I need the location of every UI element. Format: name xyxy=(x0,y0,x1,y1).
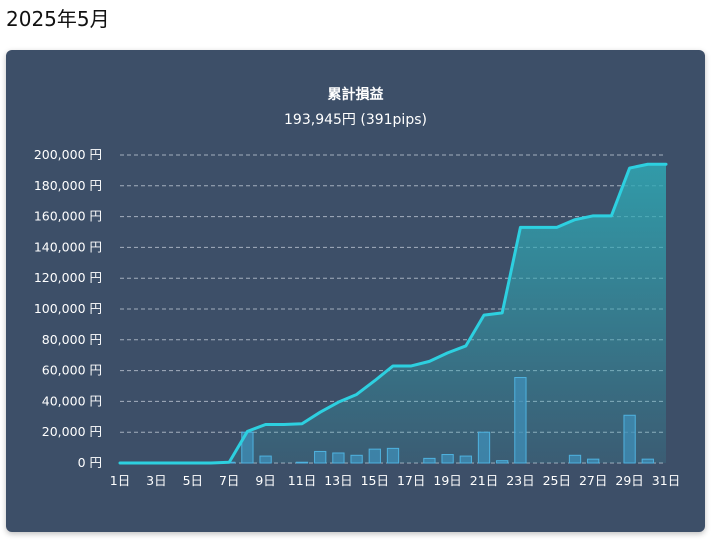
chart-title: 累計損益 xyxy=(327,87,384,103)
y-tick-label: 80,000 円 xyxy=(42,332,102,347)
y-tick-label: 0 円 xyxy=(78,455,102,470)
y-tick-label: 140,000 円 xyxy=(34,239,102,254)
cumulative-line-path xyxy=(118,162,668,465)
daily-bar xyxy=(477,431,491,464)
daily-bar xyxy=(350,454,363,464)
y-tick-label: 200,000 円 xyxy=(34,147,102,162)
x-tick-label: 15日 xyxy=(361,473,389,488)
x-axis-tick-labels: 1日 3日 5日 7日 9日 11日 13日 15日 17日 19日 21日 23日 25日 27日 29日… xyxy=(110,473,680,488)
x-tick-label: 23日 xyxy=(506,473,534,488)
chart-subtitle: 193,945円 (391pips) xyxy=(284,112,427,128)
y-tick-label: 20,000 円 xyxy=(42,424,102,439)
y-tick-label: 100,000 円 xyxy=(34,301,102,316)
cumulative-area-fill xyxy=(120,164,666,463)
daily-bar xyxy=(623,414,636,464)
x-tick-label: 31日 xyxy=(652,473,680,488)
y-axis-tick-labels: 0 円 20,000 円 40,000 円 60,000 円 80,000 円 100,0… xyxy=(34,147,102,470)
daily-bar xyxy=(568,454,582,464)
daily-bar xyxy=(496,460,509,464)
y-tick-label: 160,000 円 xyxy=(34,209,102,224)
chart-card: 0 円 20,000 円 40,000 円 60,000 円 80,000 円 100,0… xyxy=(6,50,705,532)
cumulative-line xyxy=(118,162,668,465)
x-tick-label: 1日 xyxy=(110,473,130,488)
x-tick-label: 7日 xyxy=(219,473,239,488)
x-tick-label: 25日 xyxy=(543,473,571,488)
y-tick-label: 120,000 円 xyxy=(34,270,102,285)
gridlines xyxy=(120,154,666,464)
cumulative-pnl-chart: 0 円 20,000 円 40,000 円 60,000 円 80,000 円 100,0… xyxy=(34,147,680,488)
daily-bar xyxy=(386,447,400,464)
x-tick-label: 29日 xyxy=(615,473,643,488)
daily-bar xyxy=(368,448,381,464)
month-title: 2025年5月 xyxy=(6,7,110,31)
daily-bar xyxy=(314,450,327,464)
y-tick-label: 40,000 円 xyxy=(42,393,102,408)
daily-bar xyxy=(587,458,600,464)
x-tick-label: 5日 xyxy=(183,473,203,488)
x-tick-label: 3日 xyxy=(146,473,166,488)
x-tick-label: 13日 xyxy=(324,473,352,488)
cumulative-area xyxy=(120,164,666,463)
daily-bar xyxy=(459,455,472,464)
daily-bar xyxy=(441,454,454,464)
x-tick-label: 27日 xyxy=(579,473,607,488)
daily-bar xyxy=(514,377,527,464)
x-tick-label: 17日 xyxy=(397,473,425,488)
y-tick-label: 60,000 円 xyxy=(42,363,102,378)
daily-bar xyxy=(295,461,309,464)
daily-bar xyxy=(423,457,436,464)
x-tick-label: 21日 xyxy=(470,473,498,488)
x-tick-label: 11日 xyxy=(288,473,316,488)
x-tick-label: 9日 xyxy=(255,473,275,488)
daily-bar xyxy=(332,452,345,464)
daily-bar xyxy=(641,458,654,464)
daily-bar xyxy=(259,455,272,464)
y-tick-label: 180,000 円 xyxy=(34,178,102,193)
daily-bars xyxy=(223,377,654,464)
x-tick-label: 19日 xyxy=(433,473,461,488)
